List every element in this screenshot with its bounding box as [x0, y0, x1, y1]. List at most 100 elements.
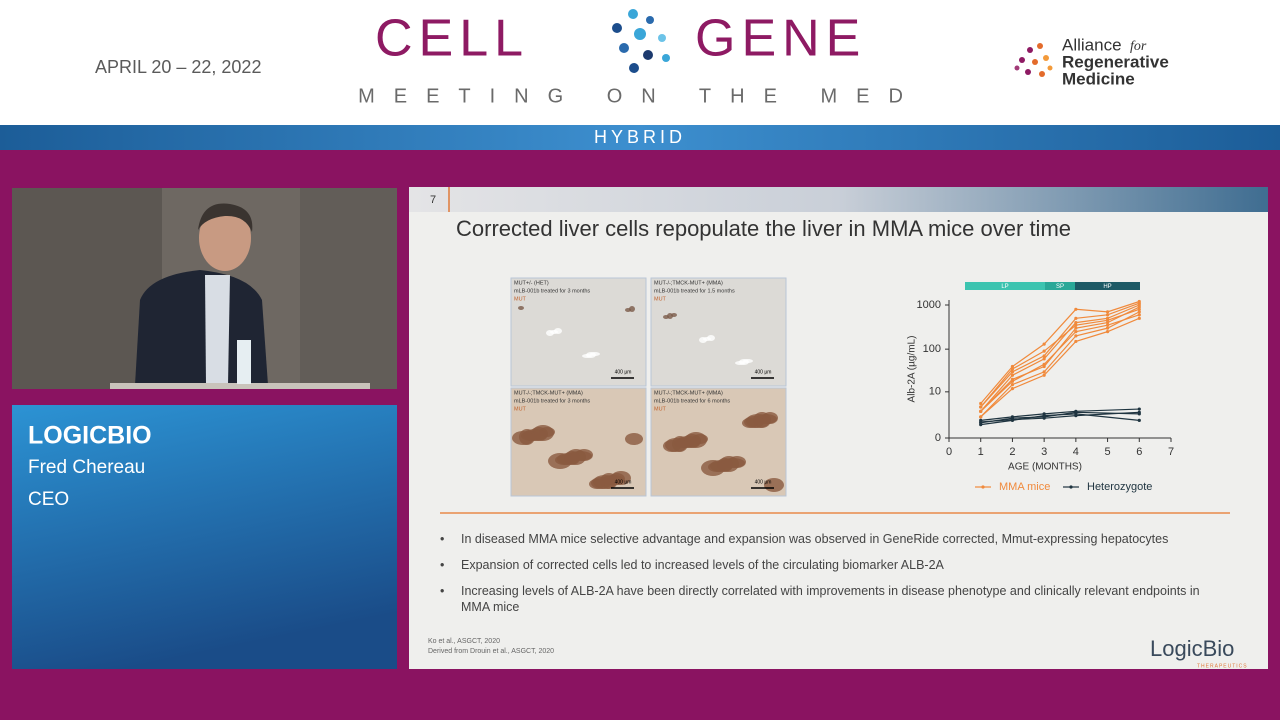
phase-bar: [1075, 282, 1140, 290]
x-tick-label: 5: [1105, 446, 1111, 458]
panel-caption: mLB-001b treated for 3 months: [514, 398, 590, 404]
panel-caption: MUT+/- (HET): [514, 280, 549, 286]
bullet-text: Increasing levels of ALB-2A have been di…: [461, 584, 1200, 614]
point: [1074, 321, 1078, 325]
reference: Ko et al., ASGCT, 2020: [428, 638, 500, 645]
tissue-spot: [548, 453, 572, 469]
bullet-symbol: •: [440, 584, 445, 598]
point: [1105, 323, 1110, 327]
bullet-symbol: •: [440, 532, 445, 546]
point: [1105, 313, 1110, 317]
point: [979, 405, 983, 409]
panel-caption: MUT: [514, 406, 527, 412]
bullet: • Expansion of corrected cells led to inc…: [440, 557, 1230, 573]
y-tick-label: 100: [923, 343, 941, 355]
point: [1105, 326, 1110, 330]
panel-caption: MUT-/-;TMCK-MUT+ (MMA): [514, 390, 583, 396]
point: [1042, 357, 1046, 361]
legend-label: MMA mice: [999, 481, 1050, 493]
panel-caption: mLB-001b treated for 6 months: [654, 398, 730, 404]
point: [1010, 383, 1015, 387]
tissue-spot: [589, 479, 605, 489]
point: [979, 415, 983, 419]
point: [1137, 313, 1141, 317]
point: [1074, 330, 1078, 334]
y-tick-label: 10: [929, 386, 941, 398]
point: [979, 420, 983, 424]
point: [1074, 339, 1078, 344]
point: [1010, 364, 1015, 369]
phase-bar: [965, 282, 1045, 290]
point: [1074, 414, 1078, 418]
phase-label: HP: [1103, 284, 1111, 290]
legend-marker: [1069, 485, 1073, 489]
x-tick-label: 2: [1009, 446, 1015, 458]
x-axis-label: AGE (MONTHS): [1008, 462, 1082, 473]
series-line: [980, 314, 1140, 412]
phase-label: SP: [1056, 284, 1064, 290]
point: [1137, 299, 1141, 304]
point: [1042, 414, 1046, 418]
point: [1105, 330, 1110, 334]
point: [1042, 364, 1046, 369]
point: [1042, 354, 1046, 358]
point: [1010, 418, 1015, 422]
slide-logo-sub: THERAPEUTICS: [1197, 663, 1248, 669]
micrograph: [650, 277, 787, 387]
sponsor-icon: [1014, 43, 1053, 77]
point: [1042, 373, 1046, 377]
speaker-role: CEO: [28, 489, 69, 510]
series-line: [980, 304, 1140, 412]
x-tick-label: 7: [1168, 446, 1174, 458]
speaker-name: Fred Chereau: [28, 457, 145, 478]
point: [1105, 321, 1110, 325]
sponsor-for: for: [1130, 39, 1147, 54]
micrograph: [510, 277, 647, 387]
point: [1074, 326, 1078, 330]
point: [1137, 418, 1141, 422]
series-line: [980, 311, 1140, 418]
tissue-spot: [582, 354, 592, 358]
point: [1042, 342, 1046, 346]
speaker-video: [12, 188, 397, 389]
tissue-spot: [663, 315, 669, 319]
tissue-spot: [663, 440, 681, 452]
tissue-spot: [701, 460, 725, 476]
point: [1074, 334, 1078, 338]
point: [1074, 316, 1078, 320]
point: [1137, 310, 1141, 314]
sponsor-line1: Alliance: [1062, 35, 1122, 54]
point: [1137, 303, 1141, 307]
point: [1042, 416, 1046, 420]
sponsor-line2: Regenerative: [1062, 52, 1169, 71]
panel-caption: MUT-/-;TMCK-MUT+ (MMA): [654, 280, 723, 286]
point: [979, 409, 983, 413]
banner-text: HYBRID: [594, 127, 686, 147]
point: [1010, 367, 1015, 371]
point: [1042, 370, 1046, 374]
phase-label: LP: [1001, 284, 1008, 290]
series-line: [980, 302, 1140, 408]
molecule-icon: [612, 9, 670, 73]
point: [1010, 373, 1015, 377]
panel-caption: MUT: [654, 296, 667, 302]
sponsor-line3: Medicine: [1062, 69, 1135, 88]
point: [1010, 370, 1015, 374]
tagline: MEETING ON THE MED: [358, 85, 922, 107]
bullet: • In diseased MMA mice selective advantag…: [440, 531, 1230, 547]
point: [1010, 379, 1015, 383]
panel-caption: MUT-/-;TMCK-MUT+ (MMA): [654, 390, 723, 396]
x-tick-label: 3: [1041, 446, 1047, 458]
point: [1137, 407, 1141, 411]
y-tick-label: 0: [935, 432, 941, 444]
series-line: [980, 317, 1140, 418]
y-tick-label: 1000: [917, 299, 941, 311]
logo-left: CELL: [375, 10, 529, 68]
point: [979, 401, 983, 406]
slide-title: Corrected liver cells repopulate the liv…: [456, 216, 1071, 241]
point: [1105, 318, 1110, 322]
y-axis-label: Alb-2A (µg/mL): [907, 336, 918, 403]
tissue-spot: [546, 330, 554, 336]
tissue-spot: [512, 431, 534, 445]
